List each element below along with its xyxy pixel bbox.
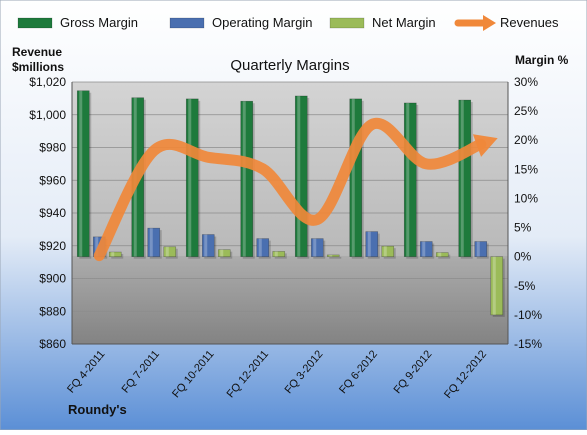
- bar-highlight: [79, 90, 83, 257]
- right-tick-label: 5%: [514, 221, 532, 235]
- bar-highlight: [351, 98, 355, 257]
- bar-net-margin: [108, 251, 122, 257]
- left-axis-label-line2: $millions: [12, 60, 64, 74]
- bar-gross-margin: [458, 99, 472, 257]
- bar-shadow: [329, 256, 342, 259]
- bar-highlight: [297, 95, 301, 257]
- left-tick-label: $940: [39, 206, 66, 220]
- bar-gross-margin: [403, 102, 417, 257]
- right-tick-label: 20%: [514, 133, 538, 147]
- bar-highlight: [165, 246, 169, 257]
- legend-swatch-operating-margin: [169, 17, 205, 29]
- bar-highlight: [111, 252, 115, 257]
- bar-net-margin: [163, 246, 177, 257]
- bar-highlight: [149, 228, 153, 257]
- chart-title: Quarterly Margins: [230, 57, 349, 74]
- bar-highlight: [258, 238, 262, 257]
- bar-operating-margin: [310, 238, 324, 257]
- bar-highlight: [313, 238, 317, 257]
- bar-operating-margin: [474, 241, 488, 257]
- bar-gross-margin: [185, 98, 199, 257]
- left-axis-label-line1: Revenue: [12, 45, 62, 59]
- bar-net-margin: [381, 245, 395, 257]
- legend: Gross Margin Operating Margin Net Margin Re…: [17, 15, 559, 31]
- bar-highlight: [204, 234, 208, 257]
- legend-label: Revenues: [500, 15, 559, 30]
- grid-lines: [72, 81, 508, 345]
- left-tick-label: $960: [39, 173, 66, 187]
- right-tick-label: -10%: [514, 308, 542, 322]
- bar-highlight: [220, 249, 224, 257]
- left-tick-label: $1,000: [29, 108, 66, 122]
- bar-highlight: [242, 101, 246, 257]
- bar-operating-margin: [201, 234, 215, 257]
- bar-highlight: [274, 251, 278, 257]
- bar-highlight: [95, 236, 99, 257]
- bar-highlight: [383, 246, 387, 257]
- right-tick-label: -5%: [514, 279, 536, 293]
- bar-highlight: [476, 241, 480, 257]
- left-tick-label: $1,020: [29, 75, 66, 89]
- right-tick-label: 25%: [514, 104, 538, 118]
- bar-highlight: [188, 98, 192, 257]
- legend-swatch-gross-margin: [17, 17, 53, 29]
- revenue-arrowhead: [472, 134, 498, 157]
- bar-operating-margin: [147, 227, 161, 257]
- bar-highlight: [460, 100, 464, 257]
- right-tick-label: 15%: [514, 162, 538, 176]
- bar-highlight: [367, 231, 371, 257]
- legend-label: Operating Margin: [212, 15, 312, 30]
- footer-label: Roundy's: [68, 402, 127, 417]
- bar-gross-margin: [349, 98, 363, 257]
- bar-gross-margin: [240, 100, 254, 257]
- bar-operating-margin: [365, 231, 379, 257]
- left-tick-label: $900: [39, 272, 66, 286]
- right-axis-label: Margin %: [515, 53, 569, 67]
- legend-swatch-net-margin: [329, 17, 365, 29]
- bar-operating-margin: [256, 238, 270, 257]
- legend-swatch-revenues-arrow: [483, 15, 496, 31]
- revenue-line: [93, 117, 498, 262]
- left-tick-label: $880: [39, 304, 66, 318]
- right-tick-label: 30%: [514, 75, 538, 89]
- legend-label: Gross Margin: [60, 15, 138, 30]
- bar-highlight: [492, 256, 496, 315]
- bar-highlight: [329, 254, 333, 257]
- left-tick-label: $860: [39, 337, 66, 351]
- bar-gross-margin: [76, 90, 90, 257]
- legend-label: Net Margin: [372, 15, 436, 30]
- bar-net-margin: [272, 251, 286, 257]
- bar-net-margin: [217, 249, 231, 257]
- left-tick-label: $980: [39, 141, 66, 155]
- bar-highlight: [406, 102, 410, 257]
- bar-highlight: [422, 241, 426, 257]
- right-tick-label: -15%: [514, 337, 542, 351]
- bar-operating-margin: [419, 241, 433, 257]
- revenue-line-path: [93, 117, 487, 262]
- bar-net-margin: [435, 252, 449, 257]
- plot-floor: [72, 256, 508, 344]
- bar-gross-margin: [294, 95, 308, 257]
- bar-highlight: [438, 252, 442, 257]
- right-tick-label: 0%: [514, 250, 532, 264]
- right-tick-label: 10%: [514, 191, 538, 205]
- bar-net-margin: [326, 254, 340, 257]
- left-tick-label: $920: [39, 239, 66, 253]
- bar-net-margin: [490, 256, 504, 316]
